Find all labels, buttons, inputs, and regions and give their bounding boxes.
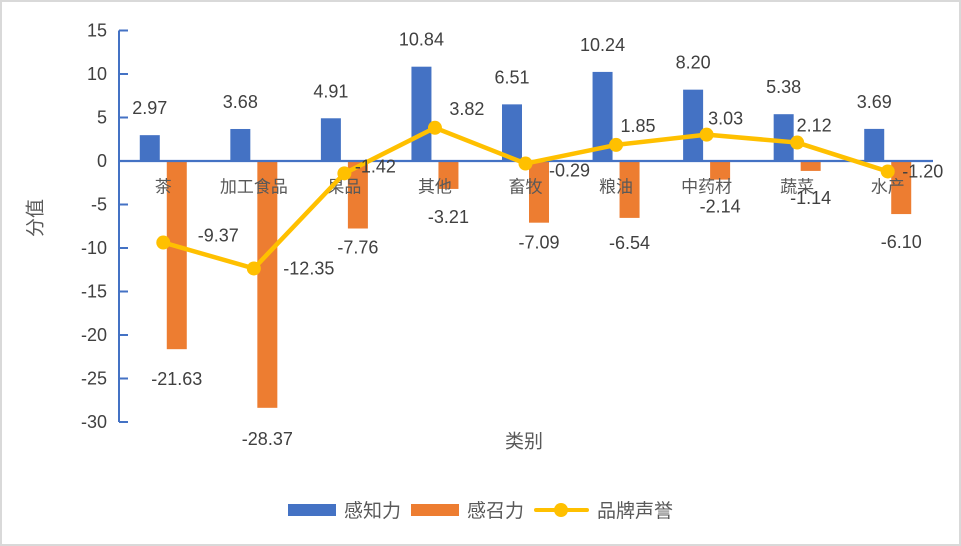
- y-tick-label: -10: [81, 238, 107, 258]
- data-label-reputation: -0.29: [549, 161, 590, 181]
- legend-swatch-reputation-line: [534, 502, 589, 517]
- data-label-perception: 10.84: [399, 30, 444, 50]
- bar-appeal-8: [891, 161, 912, 215]
- bar-appeal-7: [800, 161, 821, 171]
- data-label-reputation: -12.35: [283, 258, 334, 278]
- data-label-appeal: -1.14: [790, 188, 831, 208]
- data-label-perception: 3.68: [223, 92, 258, 112]
- data-label-reputation: -9.37: [198, 226, 239, 246]
- data-label-perception: 8.20: [676, 53, 711, 73]
- y-tick-label: -5: [91, 195, 107, 215]
- bar-appeal-5: [619, 161, 640, 218]
- data-label-appeal: -7.76: [337, 238, 378, 258]
- reputation-marker-icon: [699, 127, 714, 142]
- category-label: 水产: [871, 178, 905, 197]
- data-label-perception: 4.91: [313, 81, 348, 101]
- category-label: 中药材: [681, 178, 732, 197]
- reputation-marker-icon: [518, 156, 533, 171]
- data-label-reputation: 3.03: [708, 109, 743, 129]
- data-label-perception: 6.51: [494, 67, 529, 87]
- y-tick-label: -15: [81, 282, 107, 302]
- bar-perception-0: [139, 135, 160, 161]
- y-tick-label: -30: [81, 412, 107, 432]
- reputation-marker-icon: [880, 164, 895, 179]
- data-label-appeal: -6.54: [609, 233, 650, 253]
- bar-appeal-6: [710, 161, 731, 180]
- reputation-marker-icon: [156, 235, 171, 250]
- y-tick-label: 15: [87, 21, 107, 41]
- data-label-reputation: 1.85: [621, 116, 656, 136]
- reputation-marker-icon: [337, 166, 352, 181]
- bar-appeal-0: [166, 161, 187, 350]
- bar-appeal-3: [438, 161, 459, 189]
- bar-perception-1: [230, 128, 251, 161]
- data-label-reputation: -1.42: [355, 156, 396, 176]
- legend-item-reputation: 品牌声誉: [534, 496, 673, 523]
- reputation-marker-icon: [790, 135, 805, 150]
- reputation-marker-icon: [246, 261, 261, 276]
- y-tick-label: -25: [81, 369, 107, 389]
- legend-label-appeal: 感召力: [466, 501, 524, 522]
- bar-perception-7: [773, 114, 794, 161]
- data-label-perception: 2.97: [132, 98, 167, 118]
- data-label-appeal: -3.21: [428, 207, 469, 227]
- data-label-appeal: -6.10: [881, 232, 922, 252]
- x-axis-title: 类别: [504, 431, 544, 453]
- data-label-appeal: -2.14: [700, 197, 741, 217]
- bar-perception-4: [502, 104, 522, 161]
- category-label: 粮油: [599, 178, 633, 197]
- category-label: 蔬菜: [780, 178, 814, 197]
- y-tick-label: 10: [87, 64, 107, 84]
- bar-appeal-2: [347, 161, 368, 229]
- data-label-perception: 5.38: [766, 77, 801, 97]
- bar-appeal-1: [257, 161, 278, 408]
- category-label: 茶: [155, 178, 172, 197]
- y-tick-label: 0: [97, 151, 107, 171]
- bar-perception-3: [411, 66, 432, 161]
- y-tick-label: 5: [97, 108, 107, 128]
- reputation-marker-icon: [609, 137, 624, 152]
- legend-line-marker-icon: [554, 502, 568, 517]
- bar-perception-2: [320, 118, 341, 161]
- data-label-appeal: -7.09: [518, 233, 559, 253]
- y-tick-label: -20: [81, 325, 107, 345]
- data-label-reputation: 2.12: [797, 116, 832, 136]
- bar-perception-5: [592, 71, 613, 161]
- data-label-perception: 10.24: [580, 35, 625, 55]
- data-label-reputation: -1.20: [902, 161, 943, 181]
- data-label-appeal: -21.63: [151, 369, 202, 389]
- category-label: 畜牧: [509, 178, 543, 197]
- legend-item-appeal: 感召力: [410, 496, 524, 523]
- bar-perception-8: [864, 128, 885, 161]
- reputation-marker-icon: [427, 120, 442, 135]
- bar-perception-6: [683, 89, 704, 161]
- legend-label-reputation: 品牌声誉: [597, 501, 674, 522]
- data-label-reputation: 3.82: [449, 99, 484, 119]
- category-label: 加工食品: [220, 178, 288, 197]
- category-label: 其他: [418, 178, 452, 197]
- data-label-perception: 3.69: [857, 92, 892, 112]
- legend-swatch-perception-bar: [287, 503, 336, 516]
- data-label-appeal: -28.37: [242, 429, 293, 449]
- y-axis-title: 分值: [25, 198, 47, 238]
- legend-swatch-appeal-bar: [410, 503, 459, 516]
- legend: 感知力 感召力 品牌声誉: [2, 496, 959, 523]
- legend-label-perception: 感知力: [343, 501, 401, 522]
- bar-appeal-4: [529, 161, 549, 223]
- legend-item-perception: 感知力: [287, 496, 401, 523]
